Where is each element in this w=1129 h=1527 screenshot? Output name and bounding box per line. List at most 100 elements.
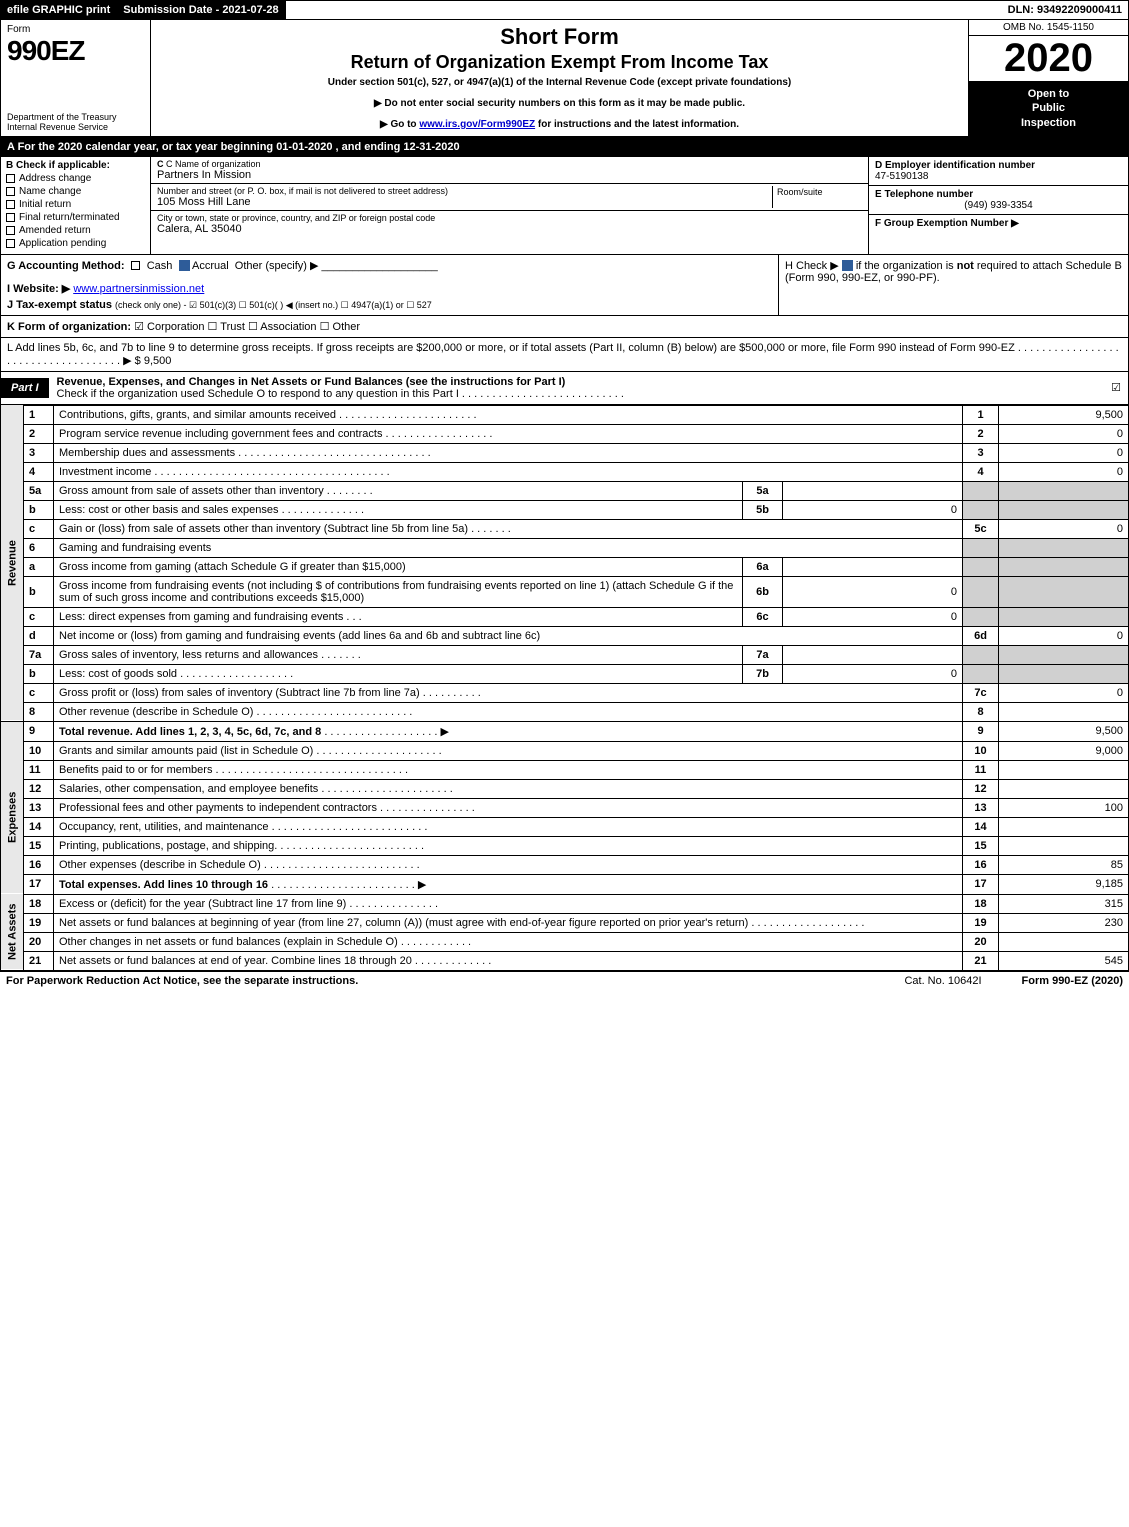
phone-value: (949) 939-3354 [875,200,1122,211]
ln15-val [999,836,1129,855]
ln6-shade2 [999,538,1129,557]
ln1-num: 1 [24,405,54,424]
chk-schedule-b[interactable] [842,260,853,271]
ln9-val: 9,500 [999,721,1129,741]
ln6b-mv: 0 [783,576,963,607]
row-g-h: G Accounting Method: Cash Accrual Other … [0,255,1129,316]
box-c: C C Name of organization Partners In Mis… [151,157,868,254]
ln13-num: 13 [24,798,54,817]
ln10-val: 9,000 [999,741,1129,760]
ln5a-num: 5a [24,481,54,500]
ln5b-mini: 5b [743,500,783,519]
ln5a-shade2 [999,481,1129,500]
ln5c-num: c [24,519,54,538]
ln1-col: 1 [963,405,999,424]
room-label: Room/suite [777,187,823,197]
ln20-col: 20 [963,932,999,951]
part-1-check-line: Check if the organization used Schedule … [57,388,624,400]
ln5c-val: 0 [999,519,1129,538]
ln20-num: 20 [24,932,54,951]
tax-period: A For the 2020 calendar year, or tax yea… [0,137,1129,157]
ln3-num: 3 [24,443,54,462]
ln14-text: Occupancy, rent, utilities, and maintena… [59,821,269,833]
ln9-text: Total revenue. Add lines 1, 2, 3, 4, 5c,… [59,726,321,738]
line-15: 15 Printing, publications, postage, and … [1,836,1129,855]
line-11: 11 Benefits paid to or for members . . .… [1,760,1129,779]
part-1-check[interactable]: ☑ [1104,381,1128,394]
part-1-tag: Part I [1,378,49,398]
dln-label: DLN: 93492209000411 [1002,1,1128,19]
ln5c-text: Gain or (loss) from sale of assets other… [59,523,468,535]
ln6a-mv [783,557,963,576]
expenses-side-label: Expenses [1,741,24,894]
website-link[interactable]: www.partnersinmission.net [73,283,204,295]
lbl-initial-return: Initial return [19,199,71,210]
ln5b-mv: 0 [783,500,963,519]
ln6a-num: a [24,557,54,576]
ln5c-col: 5c [963,519,999,538]
ln6c-shade2 [999,607,1129,626]
chk-name-change[interactable]: Name change [6,186,145,197]
ln16-col: 16 [963,855,999,874]
ln19-num: 19 [24,913,54,932]
ln3-val: 0 [999,443,1129,462]
ln7b-mini: 7b [743,664,783,683]
ln5b-num: b [24,500,54,519]
ln7c-col: 7c [963,683,999,702]
chk-address-change[interactable]: Address change [6,173,145,184]
ln14-num: 14 [24,817,54,836]
ln8-val [999,702,1129,721]
efile-print-button[interactable]: efile GRAPHIC print [1,1,117,19]
ln20-val [999,932,1129,951]
ln8-text: Other revenue (describe in Schedule O) [59,706,253,718]
header-mid: Short Form Return of Organization Exempt… [151,20,968,136]
lbl-final-return: Final return/terminated [19,212,120,223]
ln3-col: 3 [963,443,999,462]
chk-amended-return[interactable]: Amended return [6,225,145,236]
line-6a: a Gross income from gaming (attach Sched… [1,557,1129,576]
ln7b-shade [963,664,999,683]
ln19-text: Net assets or fund balances at beginning… [59,917,748,929]
ln4-val: 0 [999,462,1129,481]
ln10-num: 10 [24,741,54,760]
ln11-text: Benefits paid to or for members [59,764,212,776]
ln12-val [999,779,1129,798]
line-2: 2 Program service revenue including gove… [1,424,1129,443]
irs-link[interactable]: www.irs.gov/Form990EZ [419,119,535,130]
ln7b-text: Less: cost of goods sold [59,668,177,680]
chk-accrual[interactable] [179,260,190,271]
ln21-text: Net assets or fund balances at end of ye… [59,955,412,967]
line-9: 9 Total revenue. Add lines 1, 2, 3, 4, 5… [1,721,1129,741]
part-1-table: Revenue 1 Contributions, gifts, grants, … [0,405,1129,971]
street-address: 105 Moss Hill Lane [157,196,772,208]
chk-application-pending[interactable]: Application pending [6,238,145,249]
ln7a-text: Gross sales of inventory, less returns a… [59,649,318,661]
h-text1: H Check ▶ [785,260,839,272]
line-18: Net Assets 18 Excess or (deficit) for th… [1,894,1129,913]
ln19-val: 230 [999,913,1129,932]
tax-exempt-label: J Tax-exempt status [7,299,112,311]
ln17-num: 17 [24,874,54,894]
ln2-val: 0 [999,424,1129,443]
ln4-text: Investment income [59,466,151,478]
ln6b-shade [963,576,999,607]
ln6-shade [963,538,999,557]
chk-cash[interactable] [131,261,140,270]
chk-initial-return[interactable]: Initial return [6,199,145,210]
ln7a-shade2 [999,645,1129,664]
ln14-val [999,817,1129,836]
ln5b-shade [963,500,999,519]
chk-final-return[interactable]: Final return/terminated [6,212,145,223]
ln12-num: 12 [24,779,54,798]
line-12: 12 Salaries, other compensation, and emp… [1,779,1129,798]
ln13-val: 100 [999,798,1129,817]
ln17-text: Total expenses. Add lines 10 through 16 [59,879,268,891]
ln6c-shade [963,607,999,626]
ln19-col: 19 [963,913,999,932]
line-8: 8 Other revenue (describe in Schedule O)… [1,702,1129,721]
lbl-address-change: Address change [19,173,91,184]
submission-date: Submission Date - 2021-07-28 [117,1,285,19]
addr-label: Number and street (or P. O. box, if mail… [157,186,772,196]
goto-pre: ▶ Go to [380,119,419,130]
ln1-val: 9,500 [999,405,1129,424]
